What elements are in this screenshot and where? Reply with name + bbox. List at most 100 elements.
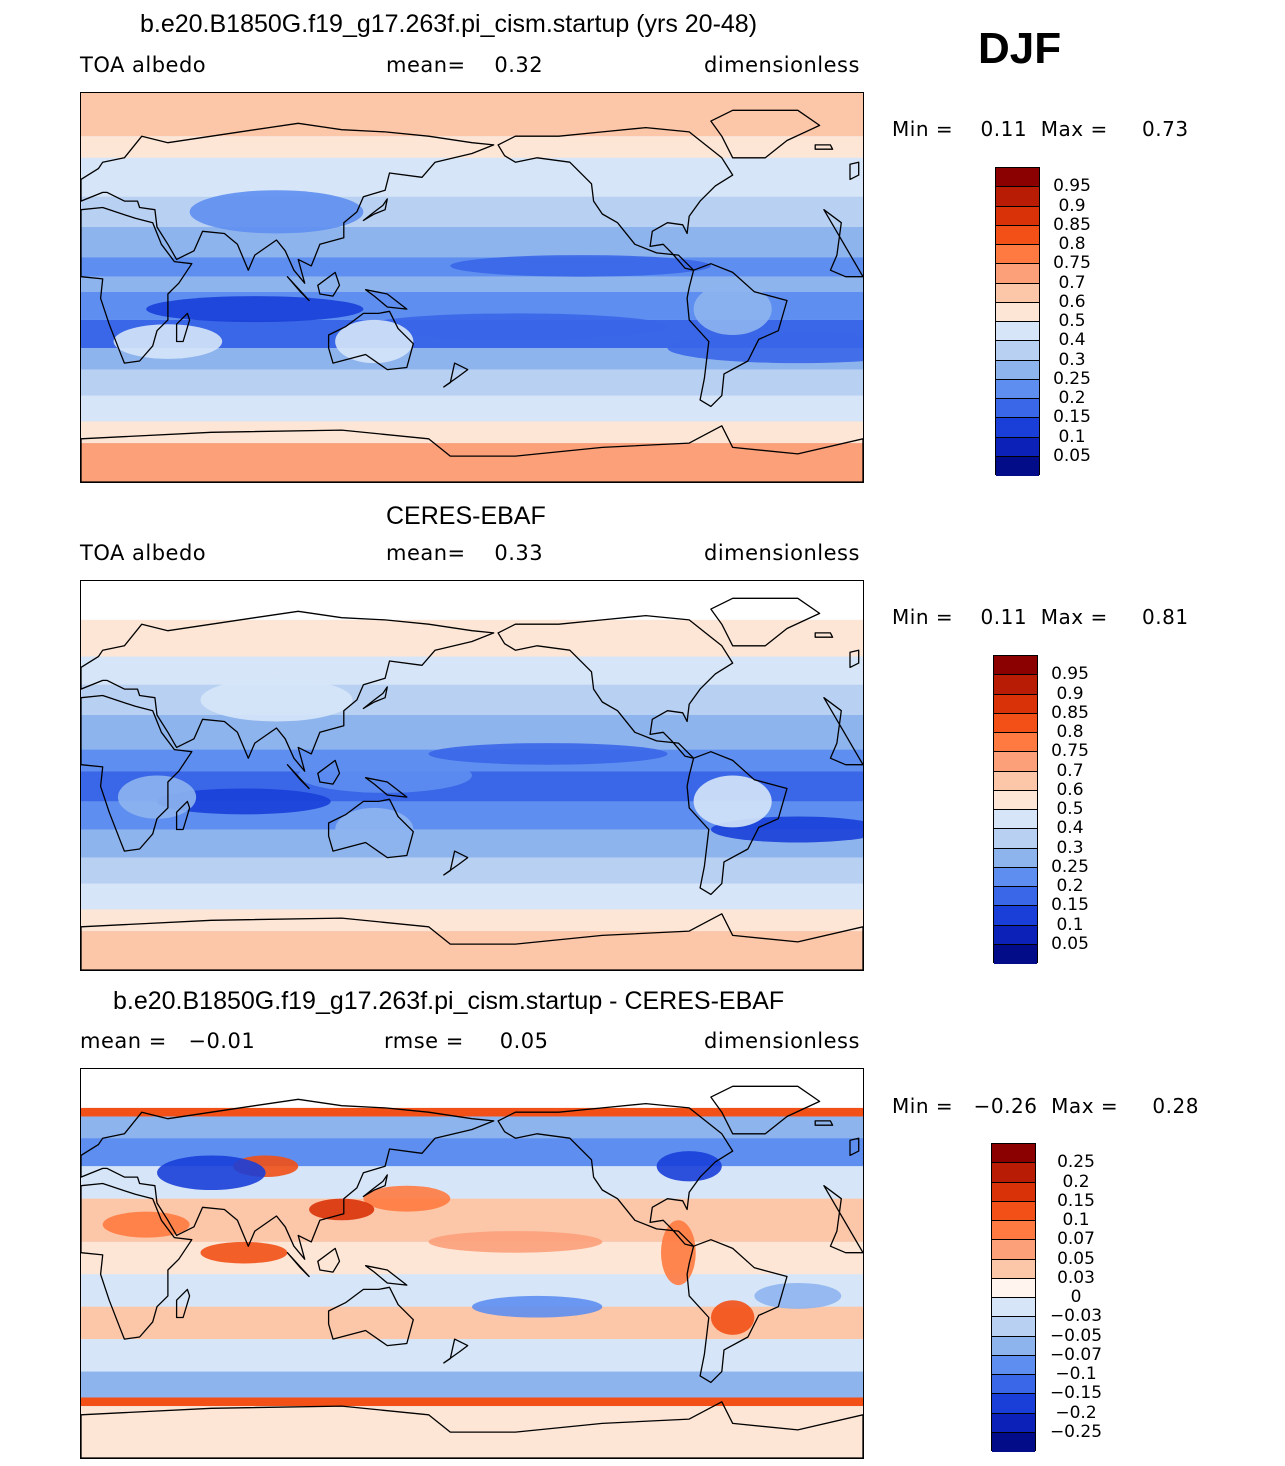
colorbar-swatch (992, 1298, 1035, 1318)
colorbar-tick-label: 0.1 (1062, 1210, 1090, 1230)
coastline (497, 614, 734, 759)
colorbar-swatch (996, 283, 1039, 303)
panel-3-colorbar-labels: 0.25 0.2 0.15 0.1 0.07 0.05 0.03 0 −0.03 −0.05 −0.… (1046, 1143, 1106, 1451)
colorbar-swatch (994, 829, 1037, 849)
coastline (175, 1288, 191, 1319)
colorbar-swatch (992, 1182, 1035, 1202)
colorbar-tick-label: 0.2 (1058, 388, 1086, 408)
coastline (286, 1252, 310, 1278)
coastline (362, 198, 388, 222)
colorbar-tick-label: 0.95 (1053, 176, 1091, 197)
field-feature (660, 1220, 696, 1286)
field-band (81, 421, 863, 444)
field-feature (693, 775, 772, 828)
coastline (497, 1102, 734, 1247)
colorbar-swatch (996, 437, 1039, 457)
coastline (81, 206, 193, 364)
colorbar-swatch (992, 1201, 1035, 1221)
colorbar-tick-label: 0.07 (1057, 1229, 1095, 1250)
colorbar-swatch (996, 360, 1039, 380)
field-feature (335, 319, 414, 364)
colorbar-tick-label: 0.15 (1057, 1190, 1095, 1211)
colorbar-tick-label: −0.25 (1049, 1421, 1103, 1442)
field-band (81, 1397, 863, 1407)
colorbar-swatch (996, 225, 1039, 245)
coastline (286, 276, 310, 302)
colorbar-swatch (994, 906, 1037, 926)
colorbar-swatch (996, 206, 1039, 226)
colorbar-swatch (996, 379, 1039, 399)
colorbar-tick-label: 0.75 (1053, 253, 1091, 274)
colorbar-tick-label: 0.3 (1058, 349, 1086, 370)
field-feature (363, 1185, 451, 1212)
field-feature (667, 332, 863, 364)
coastline (81, 610, 495, 772)
colorbar-swatch (994, 944, 1037, 964)
panel-1-min-max: Min = 0.11 Max = 0.73 (892, 117, 1189, 141)
field-band (81, 581, 863, 620)
coastline (497, 126, 734, 271)
panel-1-title: b.e20.B1850G.f19_g17.263f.pi_cism.startu… (140, 10, 758, 38)
field-feature (309, 1198, 375, 1221)
field-feature (450, 255, 711, 277)
field-band (81, 348, 863, 370)
field-band (81, 1274, 863, 1307)
colorbar-tick-label: 0.25 (1053, 368, 1091, 389)
colorbar-swatch (996, 264, 1039, 284)
colorbar-swatch (996, 418, 1039, 438)
colorbar-tick-label: 0.3 (1056, 837, 1084, 858)
colorbar-tick-label: 0.2 (1062, 1171, 1090, 1192)
colorbar-swatch (992, 1144, 1035, 1164)
field-feature (113, 324, 223, 359)
coastline (823, 697, 863, 766)
panel-1-colorbar (995, 167, 1040, 476)
colorbar-swatch (994, 848, 1037, 868)
field-feature (200, 678, 353, 722)
colorbar-swatch (994, 694, 1037, 714)
coastline (81, 1401, 863, 1458)
field-band (81, 714, 863, 750)
field-band (81, 93, 863, 137)
colorbar-tick-label: −0.07 (1049, 1344, 1103, 1365)
field-band (81, 1069, 863, 1108)
coastline (327, 798, 414, 859)
coastline (362, 1174, 388, 1198)
panel-3-rmse-label: rmse = 0.05 (384, 1029, 549, 1053)
colorbar-swatch (992, 1163, 1035, 1183)
coastline (710, 1085, 821, 1135)
colorbar-tick-label: 0.8 (1056, 722, 1084, 742)
field-band (81, 136, 863, 158)
colorbar-tick-label: 0.25 (1051, 856, 1089, 877)
panel-2-units-label: dimensionless (704, 541, 860, 565)
panel-2-map (80, 580, 864, 971)
field-feature (428, 743, 668, 765)
season-label: DJF (978, 24, 1062, 73)
colorbar-swatch (994, 887, 1037, 907)
colorbar-swatch (994, 752, 1037, 772)
coastline (710, 109, 821, 159)
coastline (81, 694, 193, 852)
colorbar-tick-label: 0.9 (1056, 683, 1084, 704)
colorbar-swatch (994, 733, 1037, 753)
panel-3-map (80, 1068, 864, 1459)
field-band (81, 443, 863, 482)
field-feature (102, 1211, 190, 1238)
field-band (81, 395, 863, 422)
field-feature (428, 1231, 603, 1253)
colorbar-tick-label: −0.05 (1049, 1325, 1103, 1346)
colorbar-swatch (992, 1432, 1035, 1452)
colorbar-tick-label: 0.4 (1056, 818, 1084, 839)
colorbar-tick-label: 0.7 (1056, 760, 1084, 781)
colorbar-tick-label: 0.9 (1058, 195, 1086, 216)
field-band (81, 369, 863, 396)
coastline (823, 1185, 863, 1254)
colorbar-tick-label: 0.7 (1058, 272, 1086, 293)
colorbar-tick-label: 0.5 (1058, 311, 1086, 331)
colorbar-swatch (996, 168, 1039, 188)
colorbar-tick-label: 0.2 (1056, 876, 1084, 896)
coastline (81, 1098, 495, 1260)
field-band (81, 656, 863, 685)
colorbar-swatch (992, 1394, 1035, 1414)
panel-3-min-max: Min = −0.26 Max = 0.28 (892, 1094, 1199, 1118)
colorbar-swatch (992, 1336, 1035, 1356)
